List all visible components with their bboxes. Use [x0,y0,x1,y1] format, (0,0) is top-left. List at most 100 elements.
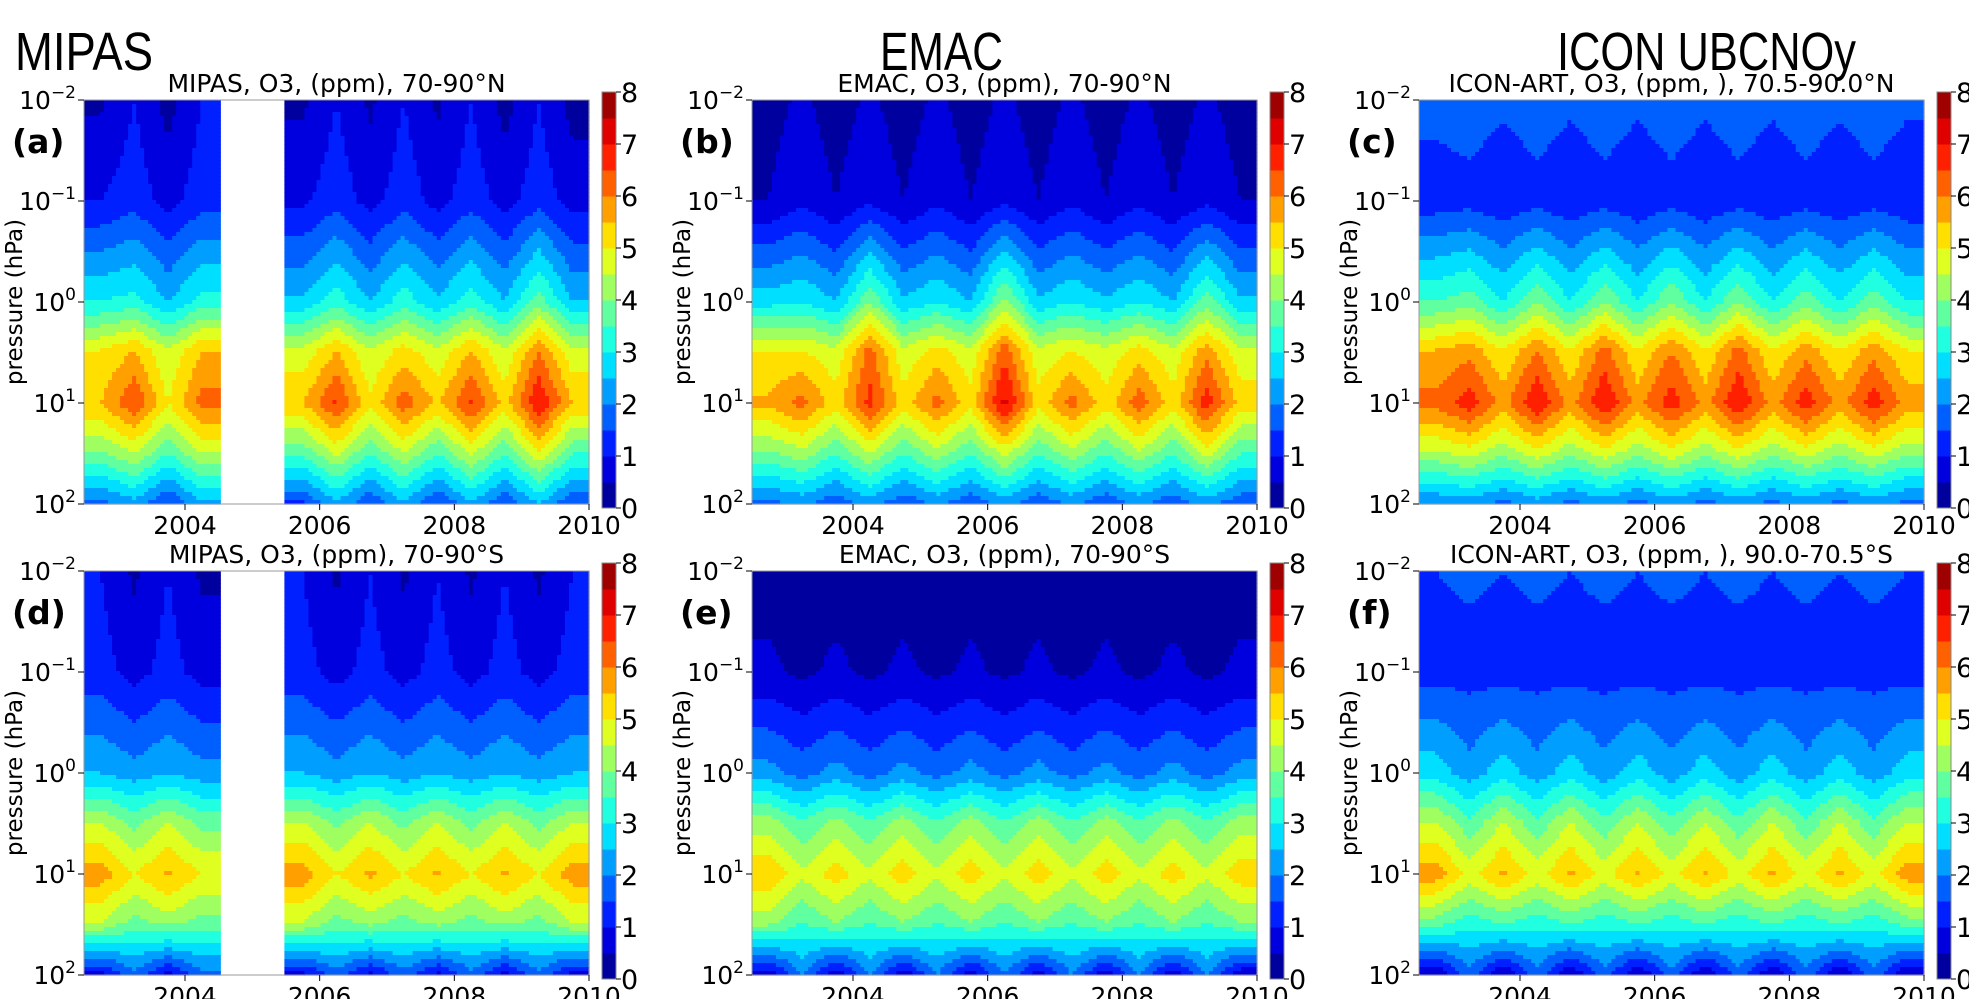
contour-cell [509,288,526,293]
contour-cell [1740,264,1765,269]
contour-cell [353,224,386,229]
contour-cell [1567,124,1576,129]
contour-cell [896,280,929,285]
contour-cell [136,352,153,357]
contour-cell [549,400,562,405]
contour-cell [1491,132,1516,137]
contour-cell [1029,276,1190,281]
contour-cell [1077,396,1094,401]
contour-cell [880,380,893,385]
contour-cell [569,132,590,137]
contour-cell [1061,384,1086,389]
contour-cell [1021,432,1034,437]
contour-cell [357,200,382,205]
contour-cell [796,372,805,377]
contour-cell [1659,344,1684,349]
contour-cell [1101,184,1110,189]
contour-cell [128,212,137,217]
contour-cell [1900,292,1925,297]
contour-cell [393,348,414,353]
contour-cell [848,280,861,285]
contour-cell [928,256,945,261]
contour-cell [405,408,426,413]
contour-cell [904,424,925,429]
contour-cell [196,360,221,365]
contour-cell [120,156,145,161]
contour-cell [409,212,470,217]
contour-cell [936,492,941,497]
contour-cell [860,280,881,285]
contour-cell [1712,128,1765,133]
contour-cell [872,236,893,241]
contour-cell [1000,484,1009,489]
contour-cell [489,348,518,353]
contour-cell [920,356,957,361]
contour-cell [136,496,157,501]
contour-cell [1109,320,1166,325]
contour-cell [1193,108,1218,113]
contour-cell [1852,132,1897,137]
contour-cell [304,292,329,297]
contour-cell [84,256,157,261]
contour-cell [776,408,817,413]
contour-cell [200,388,221,393]
contour-cell [1515,316,1532,321]
contour-cell [792,400,809,405]
contour-cell [381,472,398,477]
contour-cell [1475,272,1528,277]
contour-cell [497,484,514,489]
contour-cell [1535,264,1540,269]
contour-cell [1093,144,1118,149]
contour-cell [1772,272,1777,277]
contour-cell [1756,300,1793,305]
contour-cell [140,240,197,245]
contour-cell [445,364,462,369]
contour-cell [976,328,985,333]
contour-cell [152,188,185,193]
contour-cell [896,172,909,177]
contour-cell [545,444,558,449]
contour-cell [1053,392,1090,397]
contour-cell [284,480,309,485]
contour-cell [509,208,538,213]
contour-cell [421,192,454,197]
contour-cell [521,400,530,405]
contour-cell [349,344,366,349]
contour-cell [1487,260,1516,265]
contour-cell [533,332,546,337]
contour-cell [393,244,418,249]
contour-cell [284,440,317,445]
contour-cell [381,460,402,465]
contour-cell [561,200,590,205]
contour-cell [1225,488,1258,493]
contour-cell [888,288,901,293]
contour-cell [896,456,913,461]
contour-cell [176,100,201,105]
contour-cell [164,296,173,301]
contour-cell [1185,336,1198,341]
contour-cell [569,332,590,337]
contour-cell [964,372,973,377]
contour-cell [489,336,518,341]
contour-cell [144,156,193,161]
colorbar-segment [602,196,616,223]
contour-cell [485,404,498,409]
contour-cell [1109,192,1238,197]
contour-cell [992,372,1001,377]
contour-cell [900,468,909,473]
contour-cell [549,236,570,241]
contour-cell [1009,432,1022,437]
contour-cell [365,236,374,241]
contour-cell [1479,296,1500,301]
contour-cell [84,316,153,321]
contour-cell [1185,424,1198,429]
contour-cell [1041,196,1242,201]
contour-cell [956,404,977,409]
contour-cell [1033,432,1054,437]
contour-cell [328,320,345,325]
contour-cell [465,448,478,453]
contour-cell [1125,260,1154,265]
contour-cell [541,448,554,453]
colorbar-tick-label: 3 [1289,338,1306,369]
contour-cell [1185,256,1206,261]
